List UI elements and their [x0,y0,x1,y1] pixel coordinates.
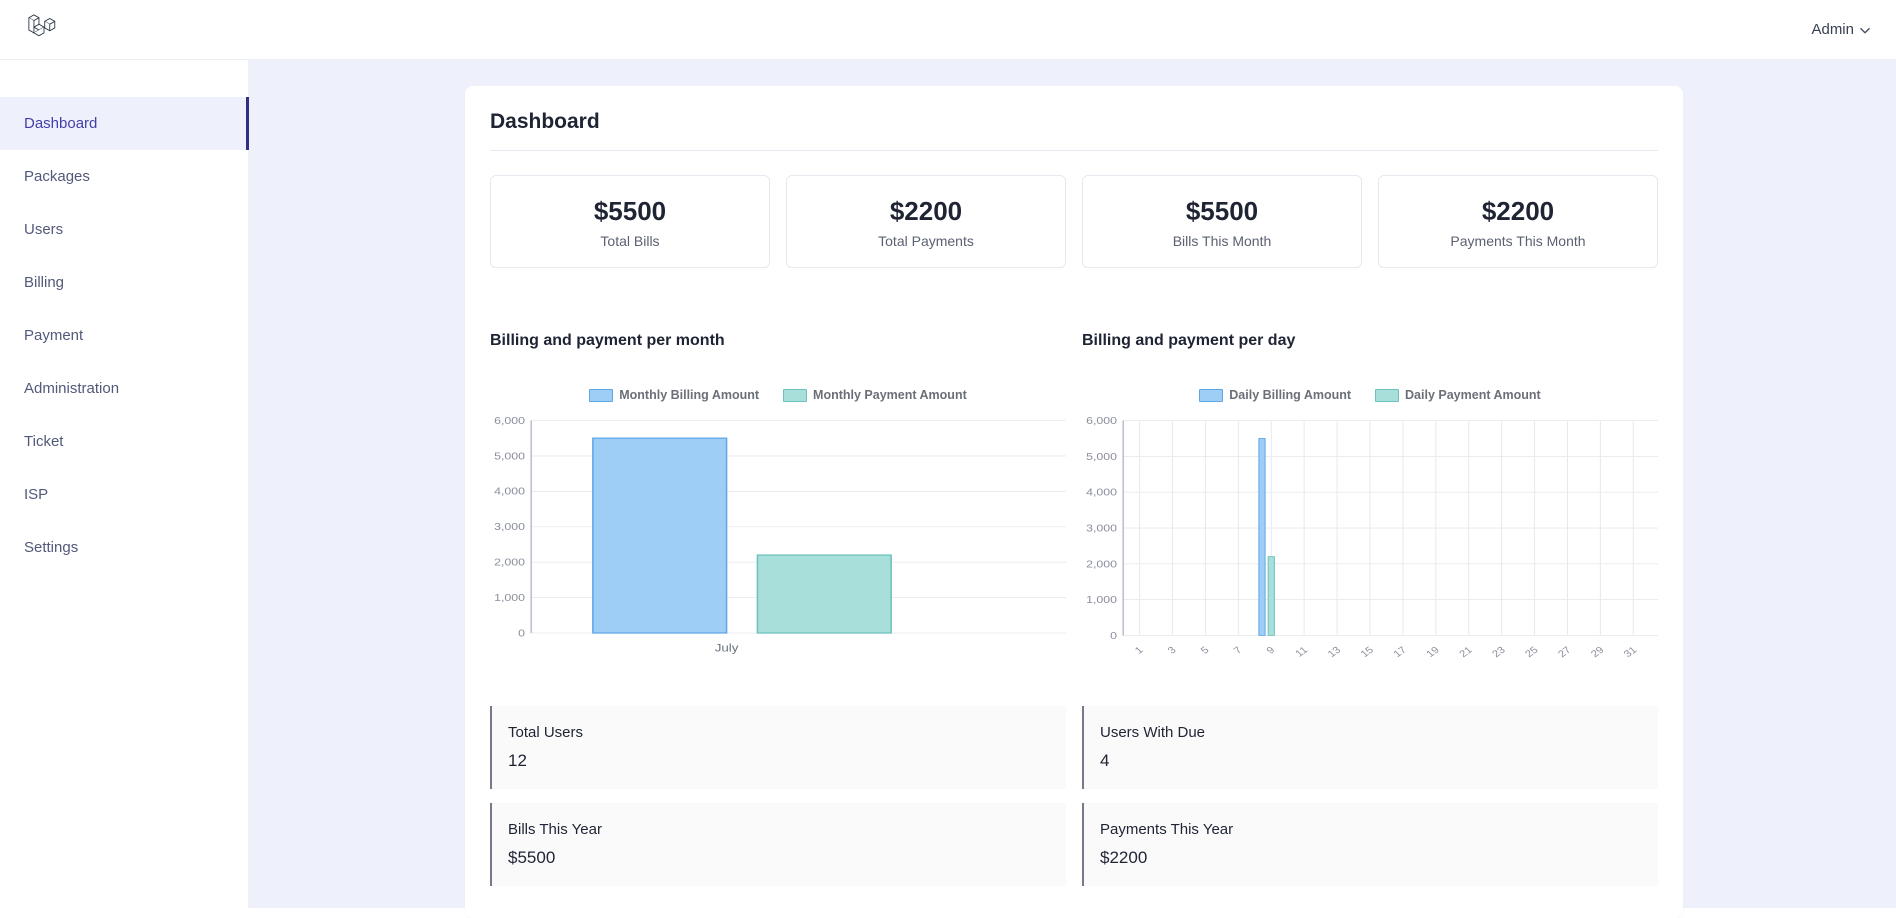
svg-text:25: 25 [1523,645,1540,660]
svg-text:27: 27 [1556,645,1573,660]
svg-text:1,000: 1,000 [494,593,525,604]
svg-text:11: 11 [1294,645,1311,659]
svg-text:19: 19 [1425,645,1442,660]
svg-text:17: 17 [1392,645,1409,660]
svg-text:23: 23 [1491,645,1508,660]
svg-text:2,000: 2,000 [1086,559,1117,570]
svg-text:1: 1 [1133,645,1146,656]
svg-text:3: 3 [1166,645,1179,656]
svg-text:2,000: 2,000 [494,557,525,568]
svg-text:6,000: 6,000 [1086,416,1117,427]
svg-text:9: 9 [1265,645,1278,656]
svg-text:31: 31 [1622,645,1639,660]
svg-text:6,000: 6,000 [494,416,525,427]
svg-text:29: 29 [1589,645,1606,660]
svg-text:21: 21 [1458,645,1475,660]
svg-text:July: July [715,642,740,655]
svg-text:5,000: 5,000 [494,451,525,462]
svg-text:0: 0 [518,628,525,639]
svg-text:3,000: 3,000 [494,522,525,533]
svg-text:5,000: 5,000 [1086,452,1117,463]
svg-text:3,000: 3,000 [1086,523,1117,534]
svg-text:5: 5 [1199,645,1212,656]
svg-text:13: 13 [1326,645,1343,660]
svg-text:1,000: 1,000 [1086,595,1117,606]
svg-text:4,000: 4,000 [494,487,525,498]
svg-text:0: 0 [1110,631,1117,642]
svg-text:15: 15 [1359,645,1376,660]
svg-text:7: 7 [1232,645,1245,656]
svg-text:4,000: 4,000 [1086,487,1117,498]
